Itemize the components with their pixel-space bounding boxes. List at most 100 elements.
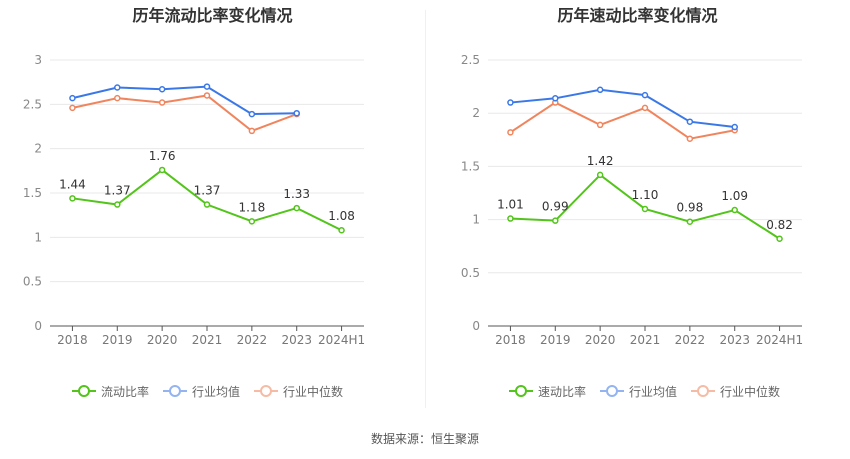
legend-swatch-icon — [691, 384, 716, 398]
x-tick-label: 2021 — [630, 333, 661, 347]
x-tick-label: 2024H1 — [318, 333, 365, 347]
y-tick-label: 0 — [472, 319, 480, 333]
x-tick-label: 2022 — [675, 333, 706, 347]
x-tick-label: 2023 — [281, 333, 312, 347]
data-label: 0.99 — [542, 200, 569, 214]
y-tick-label: 3 — [34, 53, 42, 67]
data-point — [114, 94, 121, 102]
data-point — [248, 218, 256, 225]
data-point — [158, 86, 166, 93]
data-point — [69, 94, 76, 102]
x-tick-label: 2021 — [192, 333, 223, 347]
data-point — [552, 95, 559, 102]
legend-item-industry-mean[interactable]: 行业均值 — [163, 383, 240, 400]
legend-item-industry-median[interactable]: 行业中位数 — [691, 383, 780, 400]
x-tick-label: 2023 — [719, 333, 750, 347]
y-tick-label: 0.5 — [461, 266, 480, 280]
data-point — [686, 218, 694, 225]
series-line — [510, 88, 735, 129]
data-point — [507, 129, 514, 136]
data-point — [641, 205, 649, 213]
legend-quick-ratio: 速动比率 行业均值 行业中位数 — [509, 381, 794, 401]
data-point — [731, 123, 738, 131]
data-point — [114, 201, 121, 208]
data-point — [293, 204, 300, 212]
legend-label: 行业均值 — [629, 384, 678, 399]
data-label: 0.98 — [676, 201, 703, 215]
chart-divider — [425, 10, 426, 408]
legend-label: 行业中位数 — [720, 384, 781, 399]
data-label: 1.09 — [721, 189, 748, 203]
legend-item-current-ratio[interactable]: 流动比率 — [72, 383, 149, 400]
data-point — [596, 86, 604, 94]
legend-item-quick-ratio[interactable]: 速动比率 — [509, 383, 586, 400]
legend-item-industry-mean[interactable]: 行业均值 — [600, 383, 677, 400]
y-tick-label: 2.5 — [23, 97, 42, 111]
data-point — [776, 235, 783, 243]
data-point — [686, 135, 694, 142]
y-tick-label: 1.5 — [461, 159, 480, 173]
x-tick-label: 2018 — [57, 333, 88, 347]
data-point — [158, 99, 166, 106]
y-tick-label: 1 — [34, 230, 42, 244]
data-point — [248, 110, 256, 118]
data-point — [248, 127, 256, 135]
data-point — [596, 171, 604, 179]
data-point — [203, 201, 211, 208]
data-label: 1.10 — [632, 188, 659, 202]
data-point — [203, 83, 211, 90]
data-point — [203, 92, 211, 99]
x-tick-label: 2018 — [495, 333, 526, 347]
legend-swatch-icon — [509, 384, 533, 398]
data-label: 1.08 — [328, 209, 355, 223]
y-tick-label: 1.5 — [23, 186, 42, 200]
legend-label: 流动比率 — [101, 384, 150, 399]
legend-label: 速动比率 — [538, 384, 587, 399]
data-point — [158, 166, 166, 174]
data-label: 1.76 — [149, 149, 176, 163]
series-line — [72, 94, 298, 133]
data-point — [507, 99, 514, 106]
x-tick-label: 2020 — [585, 333, 616, 347]
data-point — [338, 226, 345, 234]
y-tick-label: 2 — [34, 142, 42, 156]
y-tick-label: 1 — [472, 213, 480, 227]
data-label: 1.42 — [587, 154, 614, 168]
legend-label: 行业均值 — [192, 384, 241, 399]
data-point — [114, 84, 121, 91]
legend-swatch-icon — [254, 384, 279, 398]
legend-label: 行业中位数 — [283, 384, 344, 399]
chart-title-current-ratio: 历年流动比率变化情况 — [132, 6, 293, 25]
series-line — [72, 85, 297, 116]
y-tick-label: 0 — [34, 319, 42, 333]
data-label: 0.82 — [766, 218, 793, 232]
x-tick-label: 2024H1 — [756, 333, 803, 347]
data-label: 1.37 — [194, 184, 221, 198]
data-point — [596, 121, 604, 129]
data-point — [293, 109, 300, 117]
legend-item-industry-median[interactable]: 行业中位数 — [254, 383, 343, 400]
y-tick-label: 2.5 — [461, 53, 480, 67]
x-tick-label: 2022 — [237, 333, 268, 347]
series-line — [509, 101, 735, 140]
data-point — [552, 217, 559, 224]
data-point — [69, 104, 76, 112]
data-point — [641, 104, 649, 112]
data-source-note: 数据来源：恒生聚源 — [370, 432, 479, 446]
x-tick-label: 2019 — [102, 333, 133, 347]
data-point — [686, 118, 694, 125]
x-tick-label: 2020 — [147, 333, 178, 347]
data-point — [507, 215, 514, 222]
data-point — [641, 91, 649, 99]
data-label: 1.33 — [283, 187, 310, 201]
y-tick-label: 2 — [472, 106, 480, 120]
legend-swatch-icon — [163, 384, 188, 398]
data-label: 1.01 — [497, 198, 524, 212]
data-point — [69, 195, 76, 202]
data-label: 1.44 — [59, 177, 86, 191]
x-tick-label: 2019 — [540, 333, 571, 347]
legend-swatch-icon — [72, 384, 96, 398]
chart-title-quick-ratio: 历年速动比率变化情况 — [557, 6, 718, 25]
legend-current-ratio: 流动比率 行业均值 行业中位数 — [72, 381, 357, 401]
